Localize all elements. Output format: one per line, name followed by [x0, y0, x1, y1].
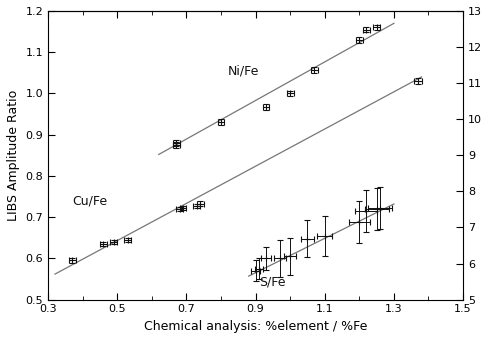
X-axis label: Chemical analysis: %element / %Fe: Chemical analysis: %element / %Fe — [143, 320, 366, 333]
Text: Ni/Fe: Ni/Fe — [227, 65, 259, 78]
Text: Cu/Fe: Cu/Fe — [72, 195, 107, 208]
Text: S/Fe: S/Fe — [259, 275, 285, 288]
Y-axis label: LIBS Amplitude Ratio: LIBS Amplitude Ratio — [7, 90, 20, 221]
